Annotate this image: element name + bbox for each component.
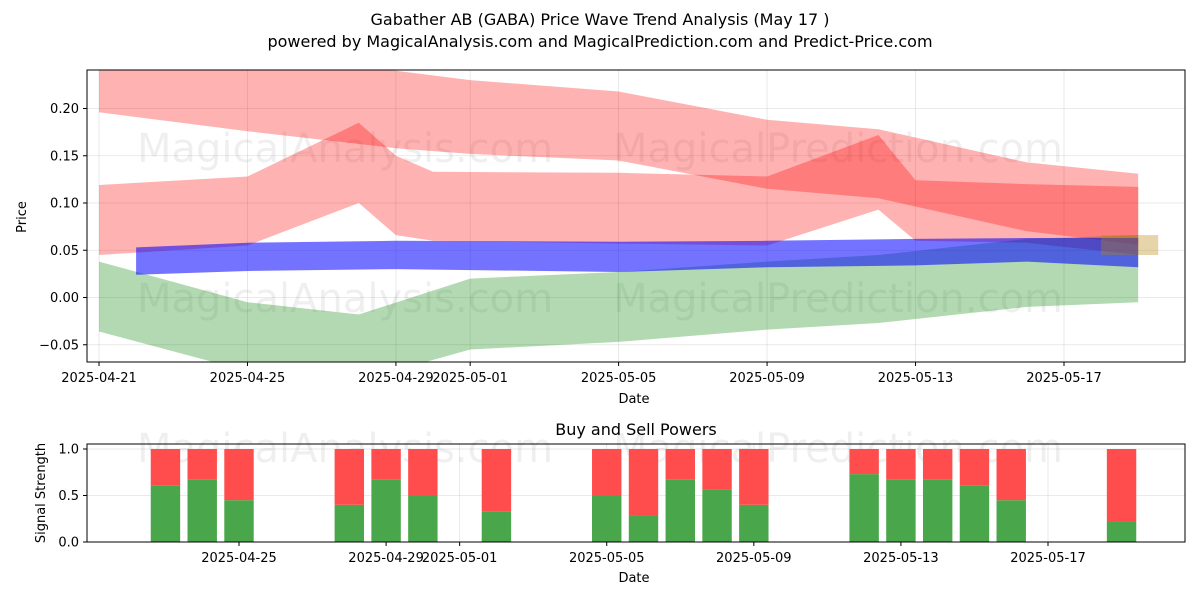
band-red-lower bbox=[99, 122, 1139, 255]
signal-x-tick-label: 2025-05-09 bbox=[716, 551, 792, 566]
price-y-tick-label: 0.05 bbox=[50, 244, 79, 259]
chart-subtitle: powered by MagicalAnalysis.com and Magic… bbox=[267, 32, 933, 51]
sell-bar bbox=[849, 449, 879, 475]
sell-bar bbox=[886, 449, 916, 480]
signal-y-axis-title: Signal Strength bbox=[34, 443, 49, 543]
signal-x-tick-label: 2025-05-13 bbox=[863, 551, 939, 566]
buy-bar bbox=[922, 479, 953, 542]
sell-bar bbox=[371, 449, 401, 480]
sell-bar bbox=[739, 449, 769, 505]
price-y-tick-label: −0.05 bbox=[39, 338, 79, 353]
buy-bar bbox=[224, 500, 254, 542]
signal-x-tick-label: 2025-05-17 bbox=[1010, 551, 1086, 566]
signal-plot-frame bbox=[86, 443, 1186, 543]
buy-bar bbox=[959, 485, 990, 542]
buy-bar bbox=[665, 479, 695, 542]
buy-bar bbox=[334, 504, 365, 542]
price-y-tick-label: 0.20 bbox=[50, 102, 79, 117]
price-plot-area bbox=[87, 70, 1185, 362]
watermark-prediction-top: MagicalPrediction.com bbox=[613, 126, 1063, 172]
sell-bar bbox=[334, 449, 365, 505]
watermark-analysis-mid: MagicalAnalysis.com bbox=[137, 276, 553, 322]
price-x-tick-label: 2025-04-29 bbox=[358, 371, 434, 386]
signal-y-tick-label: 0.0 bbox=[58, 536, 79, 551]
signal-y-tick-label: 0.5 bbox=[58, 489, 79, 504]
price-axes-ticks: 0.20 0.15 0.10 0.05 0.00 −0.05 2025-04-21 2025-… bbox=[39, 102, 1102, 386]
sell-bar bbox=[959, 449, 990, 486]
band-red-upper bbox=[99, 70, 1139, 245]
buy-bar bbox=[408, 495, 438, 542]
buy-bar bbox=[481, 511, 512, 542]
price-y-axis-title: Price bbox=[15, 201, 30, 233]
signal-x-axis-title: Date bbox=[618, 571, 649, 586]
price-panel: MagicalAnalysis.com MagicalPrediction.co… bbox=[15, 69, 1186, 407]
price-plot-frame bbox=[86, 69, 1186, 363]
chart-title: Gabather AB (GABA) Price Wave Trend Anal… bbox=[370, 10, 830, 29]
band-green bbox=[99, 235, 1139, 362]
buy-bar bbox=[187, 479, 217, 542]
price-x-tick-label: 2025-05-09 bbox=[729, 371, 805, 386]
sell-bar bbox=[150, 449, 181, 486]
signal-x-tick-label: 2025-04-29 bbox=[348, 551, 424, 566]
buy-bar bbox=[739, 504, 769, 542]
price-y-tick-label: 0.15 bbox=[50, 149, 79, 164]
price-x-tick-label: 2025-05-13 bbox=[878, 371, 954, 386]
price-x-axis-title: Date bbox=[618, 392, 649, 407]
chart-title-block: Gabather AB (GABA) Price Wave Trend Anal… bbox=[0, 9, 1200, 53]
price-x-tick-label: 2025-04-25 bbox=[210, 371, 286, 386]
buy-bar bbox=[886, 479, 916, 542]
sell-bar bbox=[922, 449, 953, 480]
buy-bar bbox=[592, 495, 622, 542]
price-y-tick-label: 0.00 bbox=[50, 291, 79, 306]
price-x-tick-label: 2025-04-21 bbox=[61, 371, 137, 386]
price-x-tick-label: 2025-05-05 bbox=[581, 371, 657, 386]
price-x-tick-label: 2025-05-01 bbox=[432, 371, 508, 386]
signal-panel-title: Buy and Sell Powers bbox=[555, 420, 717, 439]
sell-bar bbox=[628, 449, 659, 516]
sell-bar bbox=[592, 449, 622, 496]
buy-bar bbox=[150, 485, 181, 542]
watermark-prediction-mid: MagicalPrediction.com bbox=[613, 276, 1063, 322]
buy-bar bbox=[702, 489, 732, 542]
buy-bar bbox=[849, 474, 879, 542]
sell-bar bbox=[481, 449, 512, 512]
price-bands bbox=[99, 70, 1159, 362]
signal-panel: Buy and Sell Powers MagicalAnalysis.com … bbox=[34, 420, 1186, 586]
signal-y-tick-label: 1.0 bbox=[58, 443, 79, 458]
buy-bar bbox=[371, 479, 401, 542]
sell-bar bbox=[702, 449, 732, 490]
signal-x-tick-label: 2025-05-05 bbox=[569, 551, 645, 566]
sell-bar bbox=[1106, 449, 1137, 522]
band-overlap-marker bbox=[1101, 235, 1159, 255]
watermark-analysis-top: MagicalAnalysis.com bbox=[137, 126, 553, 172]
signal-x-tick-label: 2025-04-25 bbox=[201, 551, 277, 566]
sell-bar bbox=[408, 449, 438, 496]
sell-bar bbox=[224, 449, 254, 501]
price-y-tick-label: 0.10 bbox=[50, 197, 79, 212]
price-x-tick-label: 2025-05-17 bbox=[1026, 371, 1102, 386]
sell-bar bbox=[996, 449, 1026, 501]
band-blue bbox=[136, 238, 1139, 275]
signal-x-tick-label: 2025-05-01 bbox=[422, 551, 498, 566]
buy-bar bbox=[628, 515, 659, 542]
sell-bar bbox=[187, 449, 217, 480]
signal-bars bbox=[150, 449, 1137, 542]
buy-bar bbox=[996, 500, 1026, 542]
buy-bar bbox=[1106, 521, 1137, 542]
sell-bar bbox=[665, 449, 695, 480]
